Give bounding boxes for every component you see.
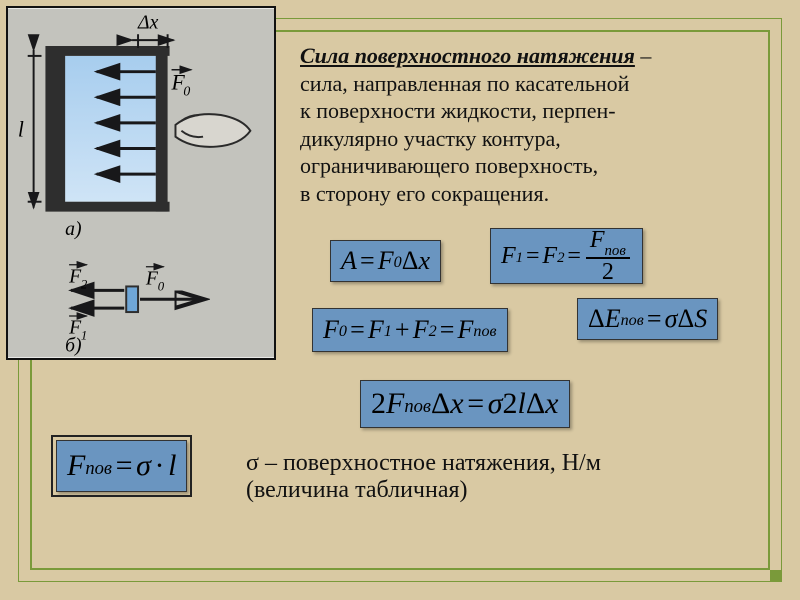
formula-result: Fпов=σ·l [56,440,187,492]
formula-sum: F0=F1+F2=Fпов [312,308,508,352]
formula-derivation: 2FповΔx=σ2lΔx [360,380,570,428]
definition-term: Сила поверхностного натяжения [300,43,635,68]
svg-text:0: 0 [183,83,190,98]
svg-text:Δx: Δx [137,11,159,33]
definition-line-2: к поверхности жидкости, перпен- [300,98,616,123]
definition-line-5: в сторону его сокращения. [300,181,549,206]
svg-text:б): б) [65,334,81,356]
formula-halves: F1=F2= Fпов 2 [490,228,643,284]
svg-text:l: l [18,118,24,142]
definition-line-1: сила, направленная по касательной [300,71,629,96]
svg-text:1: 1 [81,329,87,343]
svg-text:а): а) [65,218,81,240]
definition-block: Сила поверхностного натяжения – сила, на… [300,42,770,207]
sigma-note-line2: (величина табличная) [246,477,468,503]
slide: Δx l F 0 а) [0,0,800,600]
definition-line-3: дикулярно участку контура, [300,126,561,151]
svg-text:0: 0 [158,279,165,293]
sigma-note: σ – поверхностное натяжения, Н/м (величи… [246,450,766,504]
definition-line-4: ограничивающего поверхность, [300,153,598,178]
svg-text:2: 2 [81,277,88,291]
physics-diagram: Δx l F 0 а) [8,8,274,358]
formula-energy: ΔEпов=σΔS [577,298,718,340]
definition-dash: – [640,43,651,68]
formula-work: A=F0Δx [330,240,441,282]
diagram-container: Δx l F 0 а) [6,6,276,360]
corner-accent-br [770,570,782,582]
sigma-note-line1: σ – поверхностное натяжения, Н/м [246,450,601,476]
